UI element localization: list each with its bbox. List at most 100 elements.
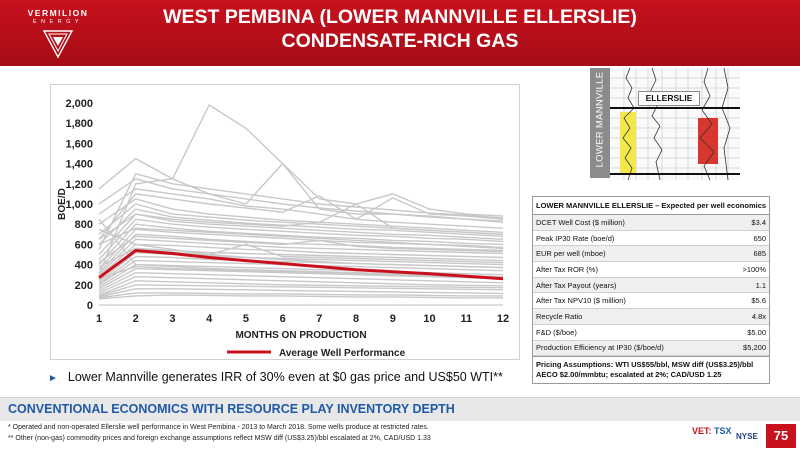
well-line — [98, 218, 504, 261]
well-line — [98, 280, 504, 296]
y-tick-label: 600 — [75, 239, 93, 251]
y-tick-label: 1,400 — [65, 159, 93, 171]
ticker-exchange: TSX — [714, 426, 732, 436]
logo-crest-icon — [42, 30, 74, 59]
well-line — [98, 271, 504, 292]
row-label: EUR per well (mboe) — [536, 249, 606, 259]
x-tick-label: 12 — [497, 313, 509, 325]
well-line — [98, 288, 504, 298]
well-line — [98, 198, 504, 233]
chart-canvas: 0 200 400 600 800 1,000 1,200 1,400 1,600 1,800 2,… — [57, 98, 509, 359]
x-tick-label: 11 — [460, 313, 472, 325]
table-row: Recycle Ratio 4.8x — [533, 309, 769, 325]
x-tick-label: 2 — [133, 313, 139, 325]
ticker-nyse: NYSE — [736, 432, 758, 441]
table-row: EUR per well (mboe) 685 — [533, 246, 769, 263]
table-row: Peak IP30 Rate (boe/d) 650 — [533, 231, 769, 247]
company-logo: VERMILION ENERGY — [12, 8, 104, 60]
ellerslie-tag: ELLERSLIE — [638, 91, 700, 106]
x-tick-label: 4 — [206, 313, 213, 325]
row-label: After Tax ROR (%) — [536, 264, 598, 274]
table-row: After Tax Payout (years) 1.1 — [533, 277, 769, 294]
y-tick-label: 800 — [75, 219, 93, 231]
well-line — [98, 193, 504, 240]
well-line — [98, 223, 504, 266]
summary-banner: CONVENTIONAL ECONOMICS WITH RESOURCE PLA… — [0, 397, 800, 421]
economics-table: LOWER MANNVILLE ELLERSLIE – Expected per… — [532, 196, 770, 385]
row-label: After Tax NPV10 ($ million) — [536, 296, 626, 306]
row-label: Peak IP30 Rate (boe/d) — [536, 233, 615, 243]
row-value: $3.4 — [751, 217, 766, 227]
x-tick-label: 10 — [423, 313, 435, 325]
well-line — [98, 292, 503, 299]
row-label: After Tax Payout (years) — [536, 280, 617, 290]
key-point: ► Lower Mannville generates IRR of 30% ev… — [48, 370, 503, 384]
table-row: Production Efficiency at IP30 ($/boe/d) $… — [533, 340, 769, 357]
title-line-1: WEST PEMBINA (LOWER MANNVILLE ELLERSLIE) — [163, 6, 637, 28]
title-line-2: CONDENSATE-RICH GAS — [281, 30, 519, 52]
well-log-image — [590, 67, 740, 181]
row-value: >100% — [742, 264, 766, 274]
well-line — [98, 178, 504, 222]
bullet-arrow-icon: ► — [48, 373, 58, 384]
well-line — [98, 238, 504, 276]
well-line — [98, 103, 504, 217]
row-value: 4.8x — [751, 311, 766, 321]
y-tick-label: 1,000 — [65, 199, 93, 211]
row-value: $5.6 — [751, 296, 766, 306]
row-value: 650 — [753, 233, 766, 243]
table-row: DCET Well Cost ($ million) $3.4 — [533, 215, 769, 231]
y-tick-label: 1,200 — [65, 179, 93, 191]
x-tick-label: 9 — [390, 313, 396, 325]
x-axis-title: MONTHS ON PRODUCTION — [235, 330, 366, 341]
row-label: DCET Well Cost ($ million) — [536, 217, 625, 227]
x-tick-label: 6 — [280, 313, 286, 325]
x-tick-label: 7 — [316, 313, 322, 325]
legend-label: Average Well Performance — [279, 348, 406, 359]
row-value: 685 — [753, 249, 766, 259]
average-well-line — [98, 248, 504, 281]
well-line — [98, 243, 504, 278]
economics-rows: DCET Well Cost ($ million) $3.4 Peak IP30… — [533, 215, 769, 357]
ticker-tsx: VET: TSX — [692, 426, 732, 446]
well-line — [98, 294, 503, 300]
well-line — [98, 228, 504, 269]
production-chart: 0 200 400 600 800 1,000 1,200 1,400 1,600 1,800 2,… — [50, 84, 520, 360]
well-log-graphic — [610, 67, 740, 181]
x-tick-label: 8 — [353, 313, 359, 325]
y-axis-title: BOE/D — [57, 188, 68, 220]
footnote-2: ** Other (non-gas) commodity prices and … — [8, 435, 431, 442]
banner-text: CONVENTIONAL ECONOMICS WITH RESOURCE PLA… — [8, 402, 455, 416]
row-label: F&D ($/boe) — [536, 327, 577, 337]
logo-name: VERMILION — [27, 8, 89, 18]
well-line — [98, 213, 504, 255]
x-tick-label: 1 — [96, 313, 102, 325]
well-line — [98, 162, 504, 275]
header-bar: VERMILION ENERGY WEST PEMBINA (LOWER MAN… — [0, 0, 800, 66]
row-label: Production Efficiency at IP30 ($/boe/d) — [536, 343, 664, 353]
y-tick-label: 0 — [87, 300, 93, 312]
y-tick-label: 1,600 — [65, 138, 93, 150]
y-tick-label: 2,000 — [65, 98, 93, 110]
row-value: $5,200 — [743, 343, 766, 353]
y-tick-label: 400 — [75, 260, 93, 272]
ticker-prefix: VET: — [692, 426, 712, 436]
well-line — [98, 172, 504, 250]
logo-sub: ENERGY — [32, 19, 84, 25]
row-value: $5.00 — [747, 327, 766, 337]
well-line — [98, 247, 504, 281]
well-line — [98, 284, 504, 297]
x-tick-label: 3 — [169, 313, 175, 325]
well-line — [98, 265, 504, 280]
table-row: After Tax ROR (%) >100% — [533, 262, 769, 278]
well-line — [98, 235, 504, 264]
well-line — [98, 188, 504, 220]
pricing-assumptions: Pricing Assumptions: WTI US$55/bbl, MSW … — [533, 356, 769, 383]
y-tick-label: 1,800 — [65, 118, 93, 130]
well-line — [98, 233, 504, 274]
well-line — [98, 227, 504, 250]
footnote-1: * Operated and non-operated Ellerslie we… — [8, 424, 429, 431]
row-label: Recycle Ratio — [536, 311, 583, 321]
lower-mannville-label: LOWER MANNVILLE — [590, 68, 610, 178]
page-title: WEST PEMBINA (LOWER MANNVILLE ELLERSLIE)… — [130, 5, 670, 53]
